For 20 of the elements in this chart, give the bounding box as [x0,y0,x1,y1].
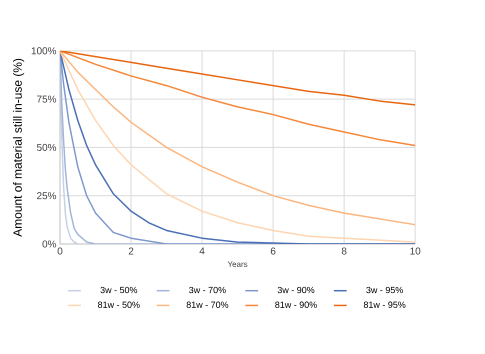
legend-label: 81w - 50% [98,302,140,308]
x-tick-label: 10 [410,248,420,255]
x-tick-label: 6 [270,248,276,255]
x-tick-label: 2 [128,248,134,254]
legend-label: 3w - 90% [278,286,314,294]
legend-label: 3w - 95% [366,286,403,294]
y-axis-title: Amount of material still in-use (%) [13,58,24,237]
y-tick-label: 50% [36,144,56,151]
y-tick-label: 75% [37,96,56,103]
legend-label: 81w - 70% [186,302,228,308]
x-tick-label: 8 [342,248,346,255]
legend-label: 3w - 70% [189,286,226,294]
legend-label: 81w - 95% [364,302,406,308]
y-tick-label: 100% [32,47,56,54]
y-tick-label: 0% [42,240,56,248]
x-tick-label: 4 [200,248,205,254]
legend-label: 3w - 50% [100,286,138,294]
y-tick-label: 25% [37,192,56,200]
x-tick-label: 0 [58,248,62,255]
legend-label: 81w - 90% [275,302,317,308]
